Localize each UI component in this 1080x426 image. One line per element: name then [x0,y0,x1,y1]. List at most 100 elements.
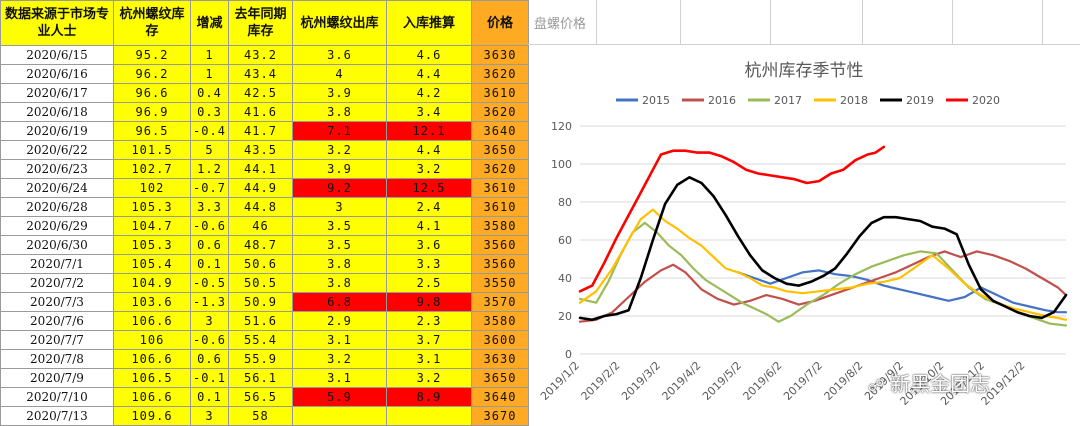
inventory-cell: 96.2 [113,64,191,84]
change-cell: -1.3 [190,292,229,312]
date-cell: 2020/6/18 [0,102,114,122]
y-tick-label: 40 [558,272,572,285]
price-cell: 3550 [471,273,529,293]
outbound-cell: 3.1 [292,330,387,350]
date-cell: 2020/6/16 [0,64,114,84]
watermark-text: 新黑金团志 [890,372,991,396]
inbound-cell: 3.6 [386,235,472,255]
series-line-2018 [578,208,1068,321]
outbound-cell: 3.9 [292,159,387,179]
last-year-cell: 42.5 [228,83,293,103]
inventory-cell: 109.6 [113,406,191,426]
table-row: 2020/7/3 103.6 -1.3 50.9 6.8 9.8 3570 [0,292,529,312]
last-year-cell: 43.5 [228,140,293,160]
price-cell: 3650 [471,368,529,388]
chart-grid [580,125,1066,355]
price-cell: 3630 [471,349,529,369]
table-row: 2020/6/30 105.3 0.6 48.7 3.5 3.6 3560 [0,235,529,255]
last-year-cell: 50.9 [228,292,293,312]
sheet-gridline [596,0,597,44]
inbound-cell: 2.4 [386,197,472,217]
date-cell: 2020/7/6 [0,311,114,331]
header-last-year: 去年同期库存 [228,0,293,46]
inventory-cell: 105.4 [113,254,191,274]
outbound-cell: 3.8 [292,254,387,274]
sheet-gridline [862,0,863,44]
sheet-gridline [952,0,953,44]
y-tick-label: 60 [558,234,572,247]
inventory-cell: 96.6 [113,83,191,103]
price-cell: 3670 [471,406,529,426]
inbound-cell: 12.1 [386,121,472,141]
inbound-cell: 3.3 [386,254,472,274]
price-cell: 3580 [471,311,529,331]
outbound-cell: 3.2 [292,140,387,160]
price-cell: 3610 [471,197,529,217]
inbound-cell: 3.2 [386,368,472,388]
header-change: 增减 [190,0,229,46]
inventory-cell: 106.6 [113,311,191,331]
change-cell: 1.2 [190,159,229,179]
outbound-cell: 3.2 [292,349,387,369]
outbound-cell [292,406,387,426]
legend-label-2015: 2015 [642,94,670,107]
date-cell: 2020/7/2 [0,273,114,293]
inbound-cell [386,406,472,426]
table-row: 2020/6/22 101.5 5 43.5 3.2 4.4 3650 [0,140,529,160]
x-tick-label: 2019/6/2 [740,359,784,403]
inbound-cell: 2.3 [386,311,472,331]
price-cell: 3570 [471,292,529,312]
last-year-cell: 41.6 [228,102,293,122]
inventory-cell: 104.9 [113,273,191,293]
last-year-cell: 50.6 [228,254,293,274]
price-cell: 3630 [471,45,529,65]
change-cell: -0.4 [190,121,229,141]
chart-title: 杭州库存季节性 [745,61,864,81]
inbound-cell: 12.5 [386,178,472,198]
inbound-cell: 4.4 [386,140,472,160]
price-cell: 3620 [471,64,529,84]
change-cell: 1 [190,64,229,84]
inventory-cell: 106 [113,330,191,350]
inventory-cell: 105.3 [113,235,191,255]
header-inbound-est: 入库推算 [386,0,472,46]
price-cell: 3580 [471,216,529,236]
change-cell: 0.3 [190,102,229,122]
inbound-cell: 8.9 [386,387,472,407]
table-row: 2020/6/15 95.2 1 43.2 3.6 4.6 3630 [0,45,529,65]
outbound-cell: 5.9 [292,387,387,407]
inventory-cell: 106.6 [113,349,191,369]
outbound-cell: 2.9 [292,311,387,331]
sheet-gridline [1042,0,1043,44]
date-cell: 2020/6/22 [0,140,114,160]
header-price: 价格 [471,0,529,46]
legend-label-2016: 2016 [708,94,736,107]
date-cell: 2020/6/15 [0,45,114,65]
date-cell: 2020/7/3 [0,292,114,312]
inbound-cell: 3.4 [386,102,472,122]
change-cell: -0.7 [190,178,229,198]
table-row: 2020/7/8 106.6 0.6 55.9 3.2 3.1 3630 [0,349,529,369]
x-tick-label: 2019/1/2 [538,359,582,403]
inventory-cell: 102 [113,178,191,198]
date-cell: 2020/7/13 [0,406,114,426]
date-cell: 2020/7/10 [0,387,114,407]
last-year-cell: 44.1 [228,159,293,179]
price-cell: 3620 [471,159,529,179]
x-tick-label: 2019/2/2 [578,359,622,403]
price-cell: 3560 [471,254,529,274]
outbound-cell: 6.8 [292,292,387,312]
y-tick-label: 0 [565,348,572,361]
y-axis: 0 20 40 60 80 100 120 [551,120,572,361]
outbound-cell: 3 [292,197,387,217]
inbound-cell: 4.4 [386,64,472,84]
y-tick-label: 80 [558,196,572,209]
change-cell: 0.6 [190,235,229,255]
table-row: 2020/6/28 105.3 3.3 44.8 3 2.4 3610 [0,197,529,217]
last-year-cell: 43.2 [228,45,293,65]
outbound-cell: 7.1 [292,121,387,141]
change-cell: -0.6 [190,216,229,236]
last-year-cell: 48.7 [228,235,293,255]
inventory-seasonality-chart: 杭州库存季节性 2015 2016 2017 2018 2019 2020 0 20 40 60… [538,61,1068,408]
inbound-cell: 4.6 [386,45,472,65]
